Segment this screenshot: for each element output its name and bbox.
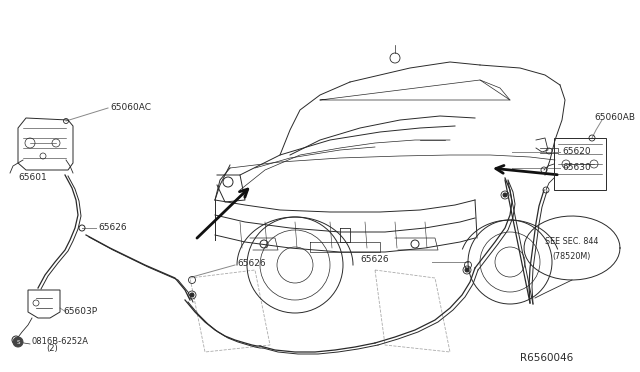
Circle shape — [503, 193, 507, 197]
Text: S: S — [16, 340, 20, 344]
Text: 65626: 65626 — [237, 259, 266, 267]
Text: 65601: 65601 — [18, 173, 47, 183]
Text: 65603P: 65603P — [63, 308, 97, 317]
Circle shape — [190, 293, 194, 297]
Text: SEE SEC. 844: SEE SEC. 844 — [545, 237, 598, 247]
Text: 65060AC: 65060AC — [110, 103, 151, 112]
Text: (78520M): (78520M) — [553, 251, 591, 260]
Circle shape — [465, 268, 469, 272]
Text: 65630: 65630 — [562, 164, 591, 173]
Text: 65626: 65626 — [360, 256, 388, 264]
Text: R6560046: R6560046 — [520, 353, 573, 363]
Circle shape — [13, 337, 23, 347]
Text: (2): (2) — [46, 344, 58, 353]
Text: 65626: 65626 — [98, 224, 127, 232]
Text: 0816B-6252A: 0816B-6252A — [32, 337, 89, 346]
Text: 65620: 65620 — [562, 148, 591, 157]
Text: 65060AB: 65060AB — [594, 113, 635, 122]
